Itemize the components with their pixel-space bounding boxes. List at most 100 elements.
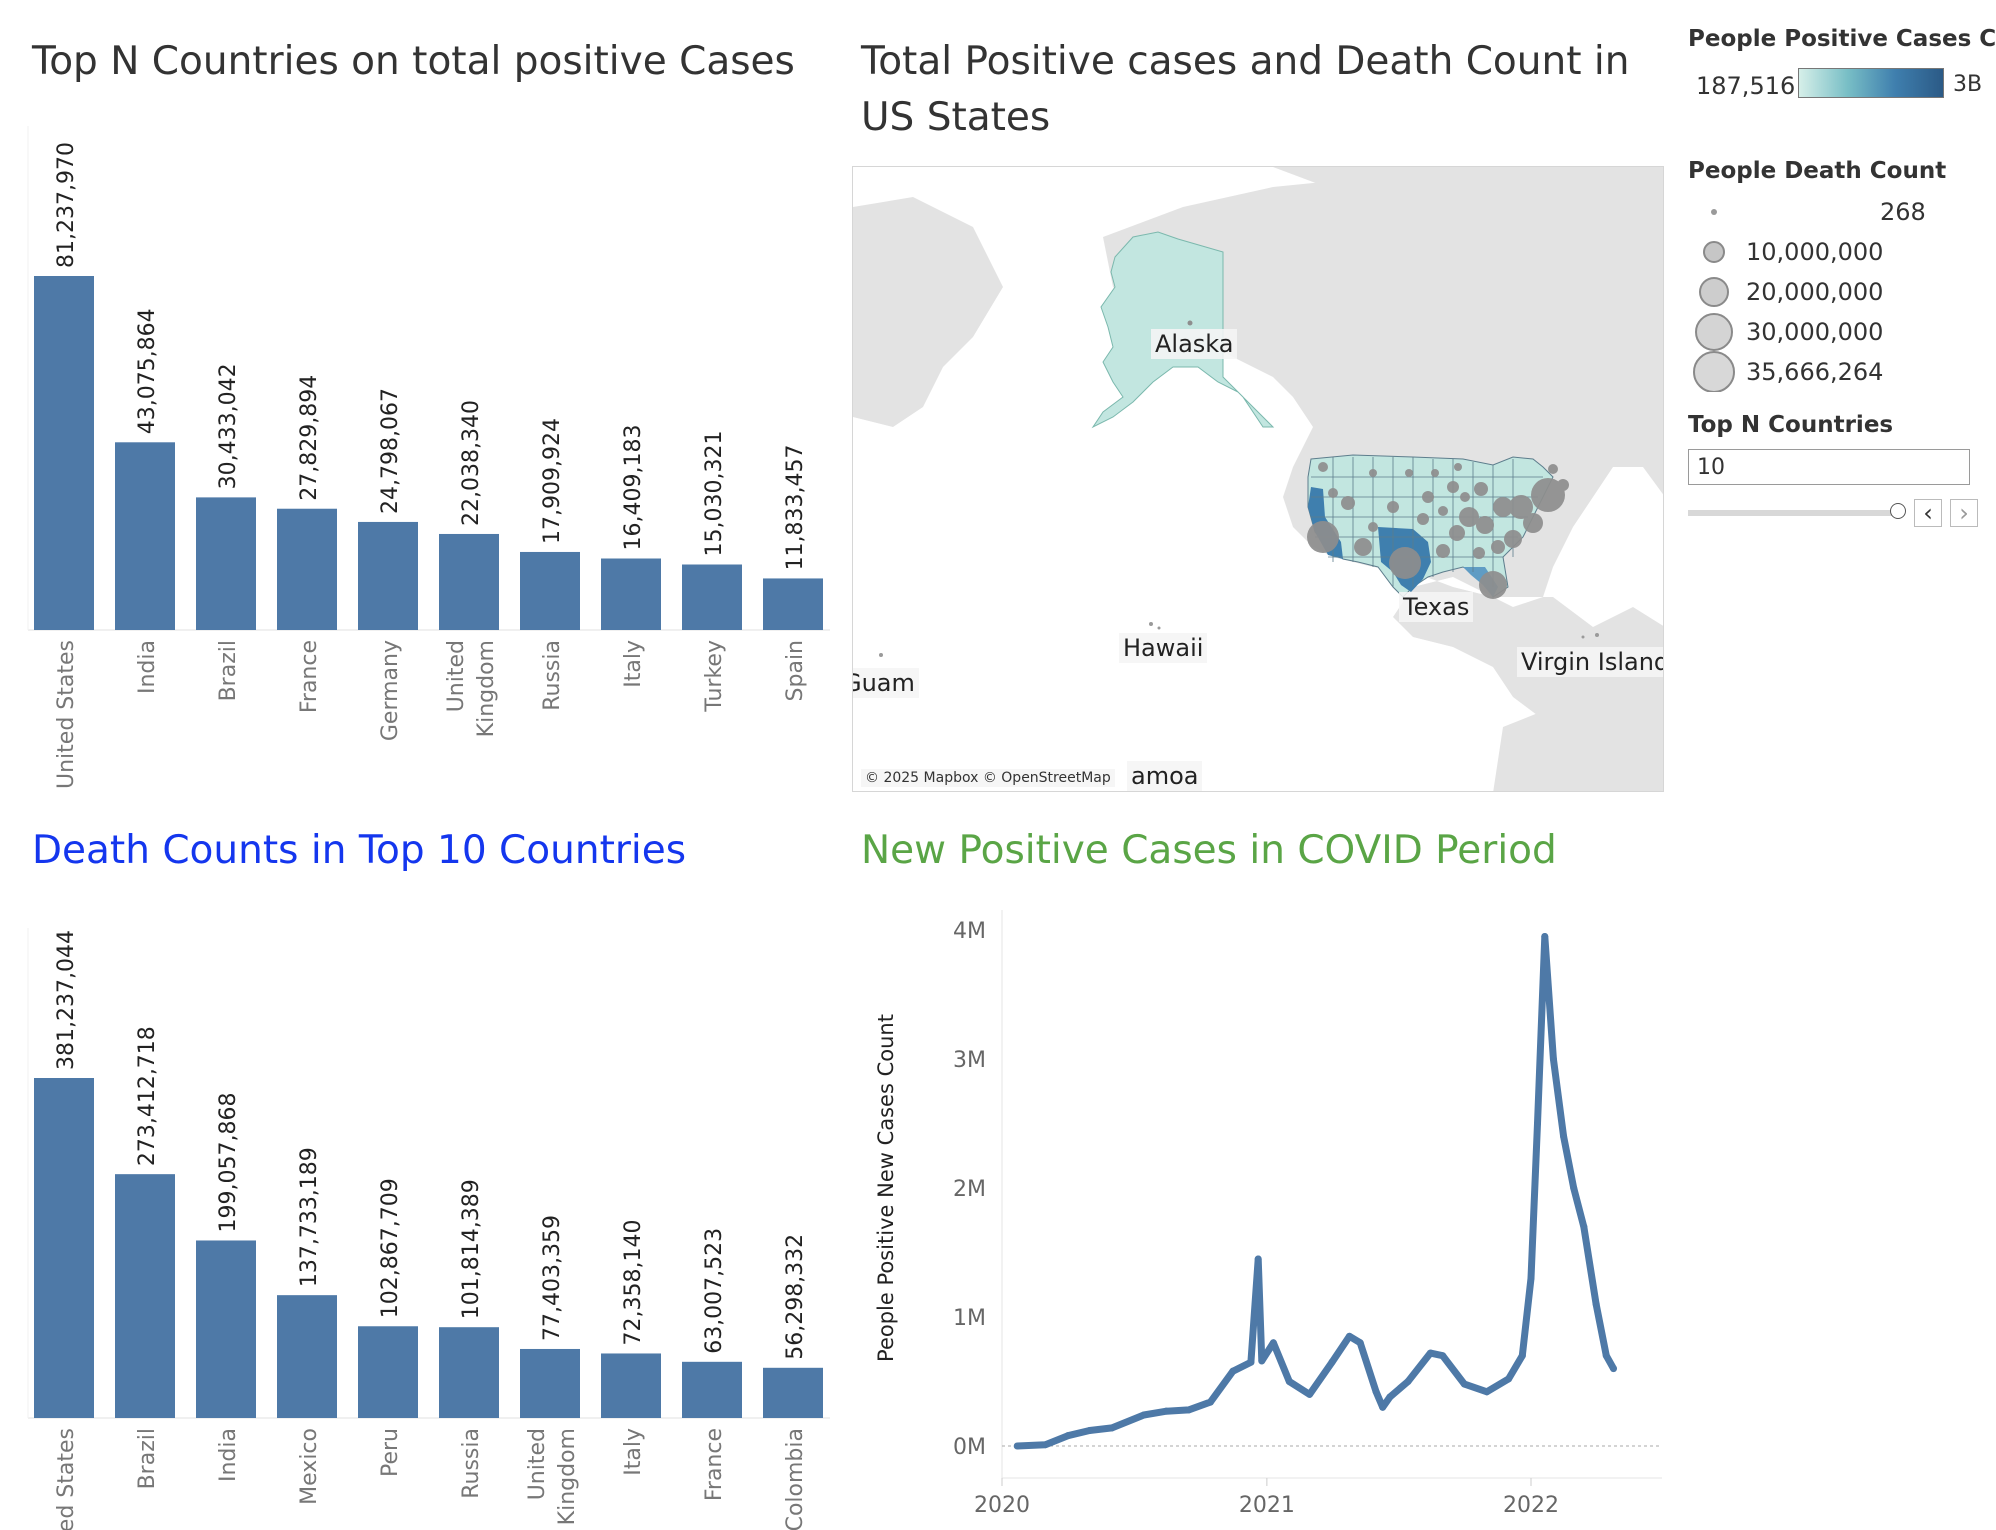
top-cases-value-label-9: 11,833,457 <box>783 444 808 570</box>
top-cases-category-label-5-0: United <box>444 640 469 712</box>
deaths-bar-3[interactable] <box>277 1295 337 1418</box>
legend-death-bubbles <box>1693 209 1735 392</box>
chart-title-deaths: Death Counts in Top 10 Countries <box>32 828 687 873</box>
new-cases-point-29 <box>1527 1274 1535 1282</box>
new-cases-series-line[interactable] <box>1017 933 1617 1450</box>
new-cases-point-14 <box>1285 1378 1293 1385</box>
new-cases-point-0 <box>1013 1442 1021 1450</box>
deaths-category-label-4: Peru <box>378 1428 403 1477</box>
legend-positive-title: People Positive Cases Co.. <box>1688 26 1996 52</box>
new-cases-point-37 <box>1602 1352 1610 1360</box>
top-cases-category-label-7: Italy <box>621 640 646 688</box>
topn-input[interactable]: 10 <box>1688 449 1970 485</box>
y-tick-label-1: 1M <box>953 1306 986 1331</box>
x-tick-label-0: 2020 <box>974 1493 1030 1518</box>
top-cases-bar-0[interactable] <box>34 276 94 630</box>
new-cases-point-4 <box>1108 1424 1116 1432</box>
y-tick-label-3: 3M <box>953 1048 986 1073</box>
new-cases-point-32 <box>1549 1055 1557 1063</box>
top-cases-bar-1[interactable] <box>115 442 175 630</box>
new-cases-point-21 <box>1386 1393 1394 1401</box>
topn-slider-handle[interactable] <box>1890 503 1906 519</box>
deaths-value-label-3: 137,733,189 <box>297 1147 322 1287</box>
deaths-bar-6[interactable] <box>520 1348 580 1418</box>
new-cases-point-10 <box>1247 1358 1255 1366</box>
x-tick-label-2: 2022 <box>1503 1493 1559 1518</box>
new-cases-point-24 <box>1439 1352 1447 1360</box>
new-cases-point-12 <box>1258 1357 1266 1365</box>
us-states-map[interactable]: Alaska Texas Hawaii Virgin Island Guam a… <box>852 166 1664 792</box>
map-label-texas: Texas <box>1399 592 1474 622</box>
top-cases-bar-7[interactable] <box>601 558 661 630</box>
deaths-bar-1[interactable] <box>115 1174 175 1418</box>
new-cases-point-19 <box>1372 1388 1380 1396</box>
top-cases-value-label-4: 24,798,067 <box>378 388 403 514</box>
map-attribution[interactable]: © 2025 Mapbox © OpenStreetMap <box>861 769 1115 787</box>
topn-title: Top N Countries <box>1688 412 1894 438</box>
legend-death-value-1: 268 <box>1880 198 1926 226</box>
legend-death-value-5: 35,666,264 <box>1746 358 1884 386</box>
deaths-category-label-7: Italy <box>621 1428 646 1476</box>
top-cases-category-label-3: France <box>297 640 322 713</box>
new-cases-point-2 <box>1064 1432 1072 1440</box>
deaths-bar-0[interactable] <box>34 1078 94 1418</box>
map-label-alaska: Alaska <box>1151 329 1238 359</box>
new-cases-point-34 <box>1570 1184 1578 1192</box>
map-land-canada-north <box>1273 167 1663 237</box>
deaths-bar-5[interactable] <box>439 1327 499 1418</box>
top-cases-category-label-2: Brazil <box>216 640 241 701</box>
top-cases-bar-6[interactable] <box>520 551 580 630</box>
deaths-bar-9[interactable] <box>763 1367 823 1418</box>
top-cases-value-label-7: 16,409,183 <box>621 425 646 551</box>
top-cases-bar-chart: 81,237,970 United States 43,075,864 India 30… <box>27 126 830 789</box>
deaths-value-label-8: 63,007,523 <box>702 1228 727 1354</box>
deaths-bar-2[interactable] <box>196 1240 256 1418</box>
legend-positive-max: 3B <box>1953 72 1983 97</box>
new-cases-point-17 <box>1345 1332 1353 1340</box>
new-cases-point-36 <box>1592 1300 1600 1308</box>
topn-slider-track[interactable] <box>1688 510 1898 516</box>
deaths-value-label-6: 77,403,359 <box>540 1215 565 1341</box>
new-cases-point-13 <box>1269 1339 1277 1347</box>
top-cases-bar-9[interactable] <box>763 578 823 630</box>
deaths-category-label-8: France <box>702 1428 727 1501</box>
deaths-bar-8[interactable] <box>682 1361 742 1418</box>
legend-death-value-3: 20,000,000 <box>1746 278 1884 306</box>
new-cases-point-9 <box>1229 1367 1237 1375</box>
new-cases-point-33 <box>1560 1132 1568 1140</box>
new-cases-point-26 <box>1483 1388 1491 1396</box>
top-cases-bar-8[interactable] <box>682 564 742 630</box>
top-cases-category-label-9: Spain <box>783 640 808 701</box>
map-label-virgin-island: Virgin Island <box>1517 647 1663 677</box>
map-label-guam: Guam <box>853 668 919 698</box>
top-cases-bar-3[interactable] <box>277 508 337 630</box>
new-cases-point-7 <box>1185 1406 1193 1414</box>
deaths-category-label-5: Russia <box>459 1428 484 1499</box>
top-cases-bar-4[interactable] <box>358 521 418 630</box>
topn-next-button[interactable]: › <box>1950 499 1978 527</box>
top-cases-value-label-1: 43,075,864 <box>135 308 160 434</box>
deaths-category-label-9: Colombia <box>783 1428 808 1530</box>
top-cases-value-label-6: 17,909,924 <box>540 418 565 544</box>
deaths-bar-4[interactable] <box>358 1326 418 1418</box>
deaths-category-label-6-0: United <box>525 1428 550 1500</box>
new-cases-point-23 <box>1426 1349 1434 1357</box>
new-cases-point-3 <box>1086 1427 1094 1435</box>
top-cases-value-label-8: 15,030,321 <box>702 431 727 557</box>
chart-title-map: Total Positive cases and Death Count in … <box>861 39 1630 140</box>
legend-death-value-2: 10,000,000 <box>1746 238 1884 266</box>
y-tick-label-4: 4M <box>953 919 986 944</box>
deaths-bar-7[interactable] <box>601 1353 661 1418</box>
new-cases-point-16 <box>1328 1358 1336 1366</box>
top-cases-category-label-5-1: Kingdom <box>474 640 499 737</box>
map-death-bubbles <box>1307 462 1569 599</box>
map-canvas <box>853 167 1663 791</box>
topn-prev-button[interactable]: ‹ <box>1914 499 1942 527</box>
map-bubble-alaska <box>1187 320 1193 326</box>
new-cases-point-6 <box>1162 1407 1170 1415</box>
new-cases-point-8 <box>1206 1398 1214 1406</box>
new-cases-point-28 <box>1518 1352 1526 1360</box>
top-cases-bar-2[interactable] <box>196 497 256 630</box>
top-cases-bar-5[interactable] <box>439 533 499 630</box>
